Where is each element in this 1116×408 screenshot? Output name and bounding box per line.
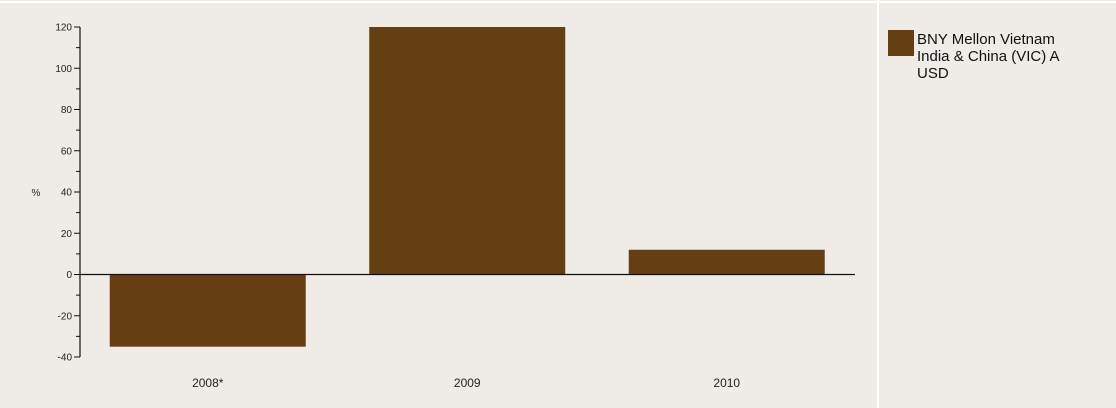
y-tick-label: 100 [55, 64, 72, 75]
y-tick-label: -20 [58, 311, 73, 322]
x-category-labels: 2008* 2009 2010 [192, 376, 740, 390]
y-tick-label: 80 [61, 105, 73, 116]
y-axis-label: % [32, 188, 41, 199]
x-category-label: 2009 [454, 376, 481, 390]
legend: BNY Mellon Vietnam India & China (VIC) A… [888, 30, 1108, 82]
y-tick-label: 0 [66, 270, 72, 281]
y-tick-label: -40 [58, 353, 73, 364]
y-tick-label: 40 [61, 188, 73, 199]
x-category-label: 2010 [713, 376, 740, 390]
x-category-label: 2008* [192, 376, 224, 390]
legend-series-label: BNY Mellon Vietnam India & China (VIC) A… [917, 31, 1059, 82]
bar-2009 [369, 27, 566, 275]
legend-swatch [888, 30, 914, 56]
y-tick-label: 120 [55, 23, 72, 34]
y-tick-label: 20 [61, 229, 73, 240]
bar-2010 [628, 249, 825, 275]
y-tick-label: 60 [61, 146, 73, 157]
y-ticks: -40 -20 0 20 40 60 80 100 120 [55, 23, 80, 364]
bars-layer [109, 27, 825, 347]
bar-2008 [109, 274, 306, 347]
